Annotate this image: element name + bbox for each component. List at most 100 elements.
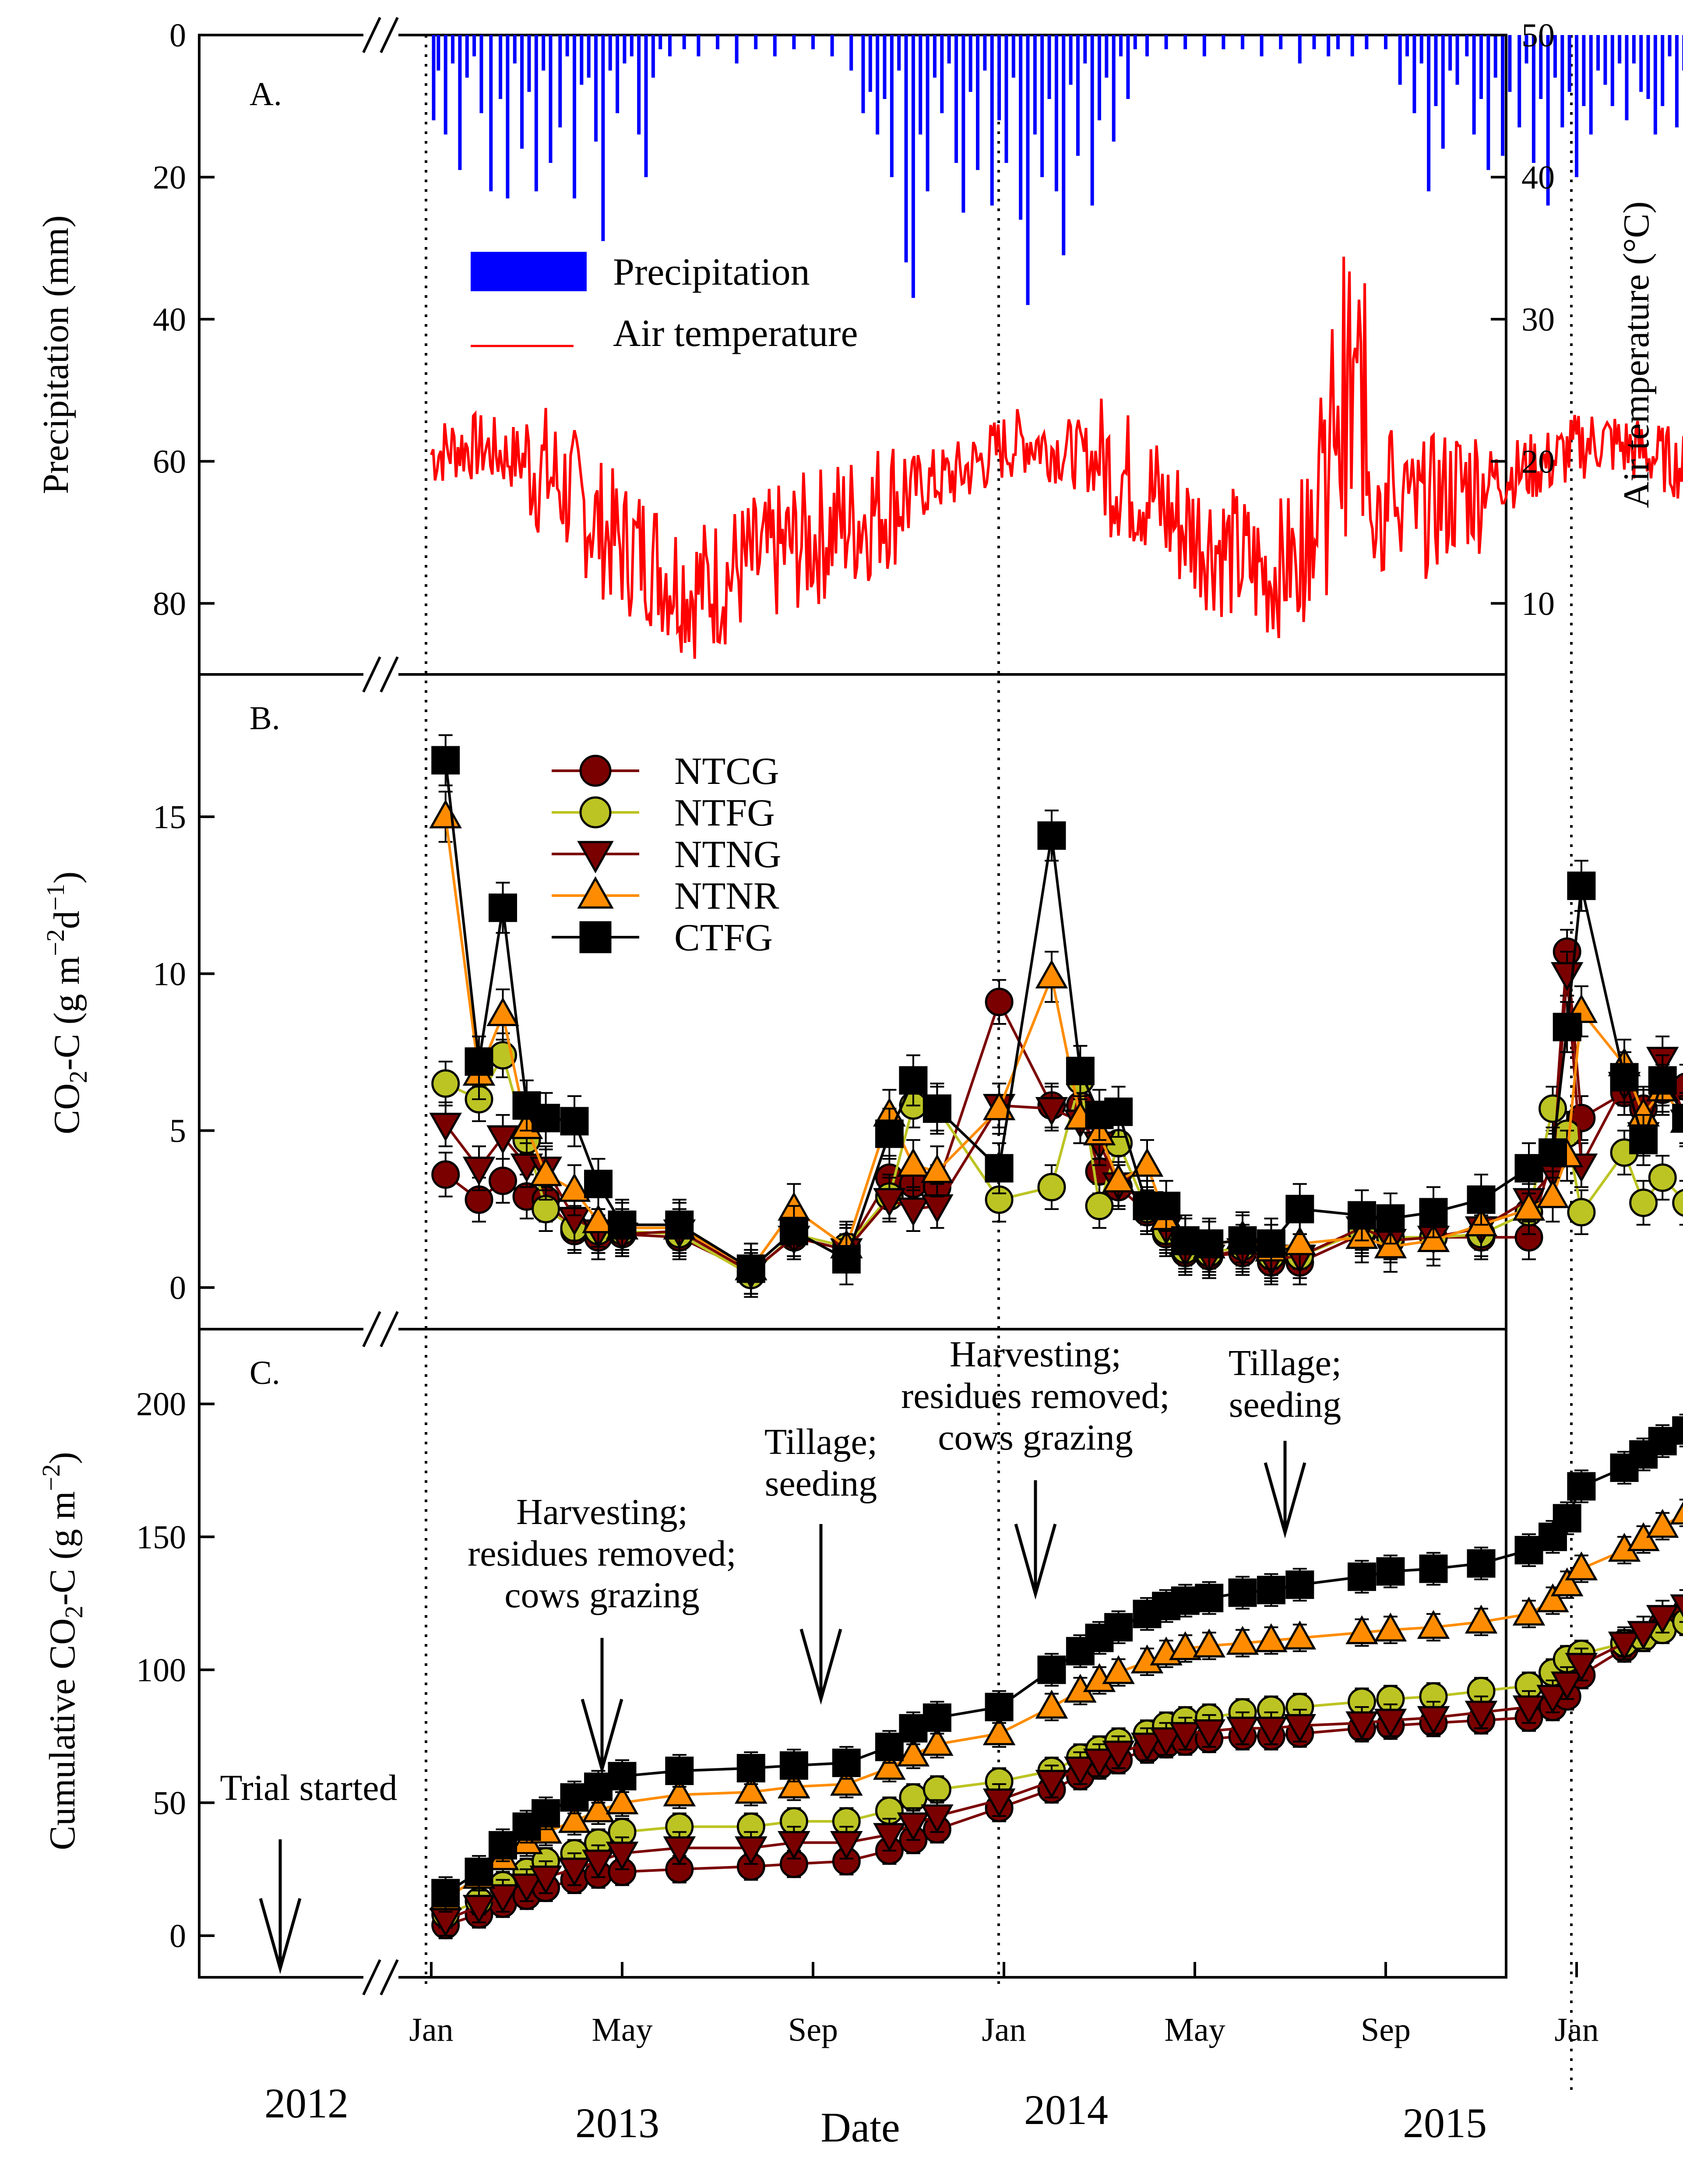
break-mark-top-1 bbox=[362, 17, 381, 53]
precipitation-bar bbox=[465, 35, 469, 78]
precipitation-bar bbox=[630, 35, 634, 56]
data-point-ntng bbox=[558, 1857, 591, 1887]
panel-b-label: B. bbox=[250, 700, 280, 737]
data-point-ctfg bbox=[1672, 1416, 1683, 1445]
panel-a-right-axis-label: Air temperature (°C) bbox=[1616, 201, 1657, 508]
data-point-ntng bbox=[1255, 1716, 1288, 1746]
precipitation-bar bbox=[1575, 35, 1578, 177]
data-point-ntnr bbox=[1193, 1628, 1225, 1658]
precipitation-bar bbox=[1126, 35, 1130, 99]
data-point-ntnr bbox=[663, 1777, 696, 1806]
data-point-ntng bbox=[1083, 1748, 1116, 1778]
data-point-ntfg bbox=[1629, 1189, 1658, 1217]
data-point-ctfg bbox=[665, 1210, 694, 1239]
data-point-ntng bbox=[1670, 1594, 1683, 1618]
data-point-ntnr bbox=[486, 997, 519, 1026]
precipitation-bar bbox=[565, 35, 569, 56]
data-point-ntng bbox=[1130, 1732, 1164, 1762]
tick-label: 40 bbox=[153, 301, 186, 338]
precipitation-bar bbox=[489, 35, 493, 191]
precipitation-bar bbox=[1675, 35, 1679, 127]
data-point-ntnr bbox=[429, 799, 462, 829]
precipitation-bar bbox=[1164, 35, 1168, 49]
data-point-ctfg bbox=[1553, 1013, 1581, 1041]
data-point-ctfg bbox=[1285, 1570, 1314, 1599]
data-point-ctfg bbox=[1228, 1226, 1257, 1255]
data-point-ctfg bbox=[1672, 1104, 1683, 1133]
data-point-ntng bbox=[1608, 1631, 1641, 1661]
series-ntfg bbox=[431, 1032, 1683, 1298]
precipitation-bar bbox=[513, 35, 517, 64]
precipitation-bar bbox=[558, 35, 562, 127]
x-tick-label: May bbox=[1164, 2011, 1225, 2048]
annotation-arrow-head bbox=[1014, 1524, 1057, 1600]
legend-marker-ntfg bbox=[579, 796, 612, 829]
series-ctfg bbox=[431, 734, 1683, 1295]
precipitation-bar bbox=[444, 35, 447, 135]
precipitation-bar bbox=[1472, 35, 1476, 135]
annotation-tillage2: Tillage;seeding bbox=[1229, 1343, 1341, 1538]
data-point-ctfg bbox=[608, 1210, 637, 1239]
precipitation-bar bbox=[1222, 35, 1225, 49]
precipitation-bar bbox=[1241, 35, 1244, 49]
panel-b-axis-label-mid: -C (g m bbox=[46, 956, 87, 1070]
data-point-ctfg bbox=[1285, 1195, 1314, 1224]
precipitation-bar bbox=[961, 35, 965, 213]
data-point-ctfg bbox=[489, 893, 517, 922]
tick-label: 50 bbox=[1521, 17, 1555, 54]
precipitation-bar bbox=[1589, 35, 1593, 135]
data-point-ctfg bbox=[779, 1217, 808, 1245]
year-label-2012: 2012 bbox=[264, 2080, 349, 2127]
tick-label: 10 bbox=[153, 956, 186, 992]
precipitation-bar bbox=[458, 35, 462, 170]
panel-a-left-axis-label: Precipitation (mm) bbox=[35, 215, 76, 494]
data-point-ntng bbox=[1417, 1706, 1450, 1735]
data-point-ctfg bbox=[1104, 1097, 1133, 1126]
precipitation-bar bbox=[1618, 35, 1622, 64]
legend-label-ntng: NTNG bbox=[674, 833, 781, 876]
tick-label: 0 bbox=[169, 1270, 186, 1306]
precipitation-bar bbox=[773, 35, 777, 56]
tick-label: 80 bbox=[153, 586, 186, 622]
x-tick-label: Sep bbox=[788, 2011, 838, 2048]
data-point-ntnr bbox=[1130, 1147, 1164, 1177]
data-point-ntnr bbox=[873, 1750, 906, 1780]
data-point-ctfg bbox=[584, 1170, 613, 1198]
break-mark-a-1 bbox=[362, 656, 381, 693]
precipitation-bar bbox=[1026, 35, 1030, 305]
data-point-ctfg bbox=[1257, 1576, 1285, 1605]
annotation-harvest1: Harvesting;residues removed;cows grazing bbox=[468, 1492, 736, 1775]
tick-label: 40 bbox=[1521, 159, 1555, 196]
panel-a: A. 0 20 40 60 80 10 20 30 40 50 Precipitation (m… bbox=[35, 17, 1683, 659]
precipitation-bar bbox=[1508, 35, 1512, 92]
data-point-ntnr bbox=[582, 1204, 615, 1233]
tick-label: 20 bbox=[153, 159, 186, 196]
precipitation-bar bbox=[527, 35, 531, 92]
data-point-ntnr bbox=[1169, 1631, 1202, 1660]
precipitation-bar bbox=[954, 35, 958, 163]
tick-label: 50 bbox=[153, 1785, 186, 1821]
annotation-arrow-head bbox=[259, 1898, 302, 1974]
data-point-ctfg bbox=[832, 1748, 861, 1777]
data-point-ntng bbox=[510, 1874, 543, 1903]
data-point-ntnr bbox=[1283, 1226, 1317, 1256]
data-point-ctfg bbox=[1195, 1229, 1224, 1258]
precipitation-bar bbox=[1279, 35, 1283, 49]
annotation-harvest2: Harvesting;residues removed;cows grazing bbox=[901, 1334, 1170, 1600]
data-point-ctfg bbox=[1567, 871, 1596, 900]
x-tick-label: Jan bbox=[982, 2011, 1026, 2048]
precipitation-bar bbox=[754, 35, 758, 49]
data-point-ntng bbox=[1169, 1722, 1202, 1751]
data-point-ntfg bbox=[922, 1775, 951, 1804]
precipitation-bar bbox=[1040, 35, 1044, 177]
data-point-ntng bbox=[1150, 1727, 1183, 1757]
legend-temperature-label: Air temperature bbox=[613, 312, 858, 355]
data-point-ntnr bbox=[897, 1737, 930, 1767]
precipitation-bar bbox=[499, 35, 503, 99]
data-point-ntnr bbox=[982, 1716, 1016, 1746]
panel-c-axis-label-end: ) bbox=[42, 1452, 83, 1464]
data-point-ctfg bbox=[1467, 1185, 1496, 1214]
data-point-ntng bbox=[1102, 1740, 1135, 1770]
data-point-ntng bbox=[529, 1865, 562, 1895]
